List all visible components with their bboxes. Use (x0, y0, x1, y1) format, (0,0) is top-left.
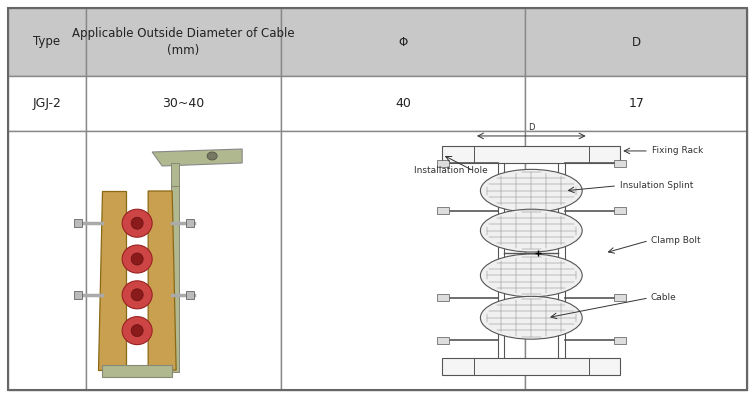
Text: Insulation Splint: Insulation Splint (620, 181, 694, 190)
Ellipse shape (131, 325, 143, 337)
Bar (85, 131, 282, 390)
Bar (186, 219, 194, 227)
Bar (442, 146, 621, 164)
Polygon shape (98, 191, 126, 370)
Text: Φ: Φ (399, 36, 408, 49)
Bar (85, 76, 282, 131)
Ellipse shape (122, 281, 153, 309)
Bar (614, 207, 625, 214)
Ellipse shape (131, 253, 143, 265)
Ellipse shape (122, 245, 153, 273)
Text: 40: 40 (396, 97, 411, 110)
Bar (8, 8, 85, 76)
Text: Cable: Cable (651, 293, 676, 302)
Ellipse shape (480, 296, 582, 339)
Text: D: D (632, 36, 641, 49)
Text: D: D (528, 123, 535, 132)
Bar (437, 337, 449, 344)
Ellipse shape (122, 317, 153, 344)
Bar (8, 131, 85, 390)
Bar (282, 76, 525, 131)
Ellipse shape (480, 209, 582, 252)
Text: 30~40: 30~40 (162, 97, 205, 110)
Bar (171, 186, 179, 372)
Ellipse shape (480, 254, 582, 297)
Bar (614, 337, 625, 344)
Bar (437, 207, 449, 214)
Bar (437, 294, 449, 301)
Bar (614, 160, 625, 167)
Bar (282, 8, 525, 76)
Bar (442, 357, 621, 375)
Ellipse shape (122, 209, 153, 237)
Bar (85, 8, 282, 76)
Bar (74, 291, 82, 299)
Bar (525, 131, 747, 390)
Bar (437, 160, 449, 167)
Text: Type: Type (33, 36, 60, 49)
Bar (282, 131, 525, 390)
Polygon shape (148, 191, 176, 370)
Text: 17: 17 (628, 97, 644, 110)
Bar (614, 294, 625, 301)
Ellipse shape (207, 152, 217, 160)
Text: JGJ-2: JGJ-2 (32, 97, 61, 110)
Bar (525, 8, 747, 76)
Bar (525, 76, 747, 131)
Text: Installation Hole: Installation Hole (414, 166, 488, 175)
Ellipse shape (131, 217, 143, 229)
Bar (171, 163, 179, 186)
Ellipse shape (131, 289, 143, 301)
Polygon shape (153, 149, 242, 166)
Ellipse shape (480, 169, 582, 212)
Bar (8, 76, 85, 131)
Bar (74, 219, 82, 227)
Bar (186, 291, 194, 299)
Text: Fixing Rack: Fixing Rack (652, 147, 703, 156)
Bar (102, 365, 172, 377)
Text: Applicable Outside Diameter of Cable
(mm): Applicable Outside Diameter of Cable (mm… (72, 27, 294, 57)
Text: Clamp Bolt: Clamp Bolt (651, 236, 701, 245)
